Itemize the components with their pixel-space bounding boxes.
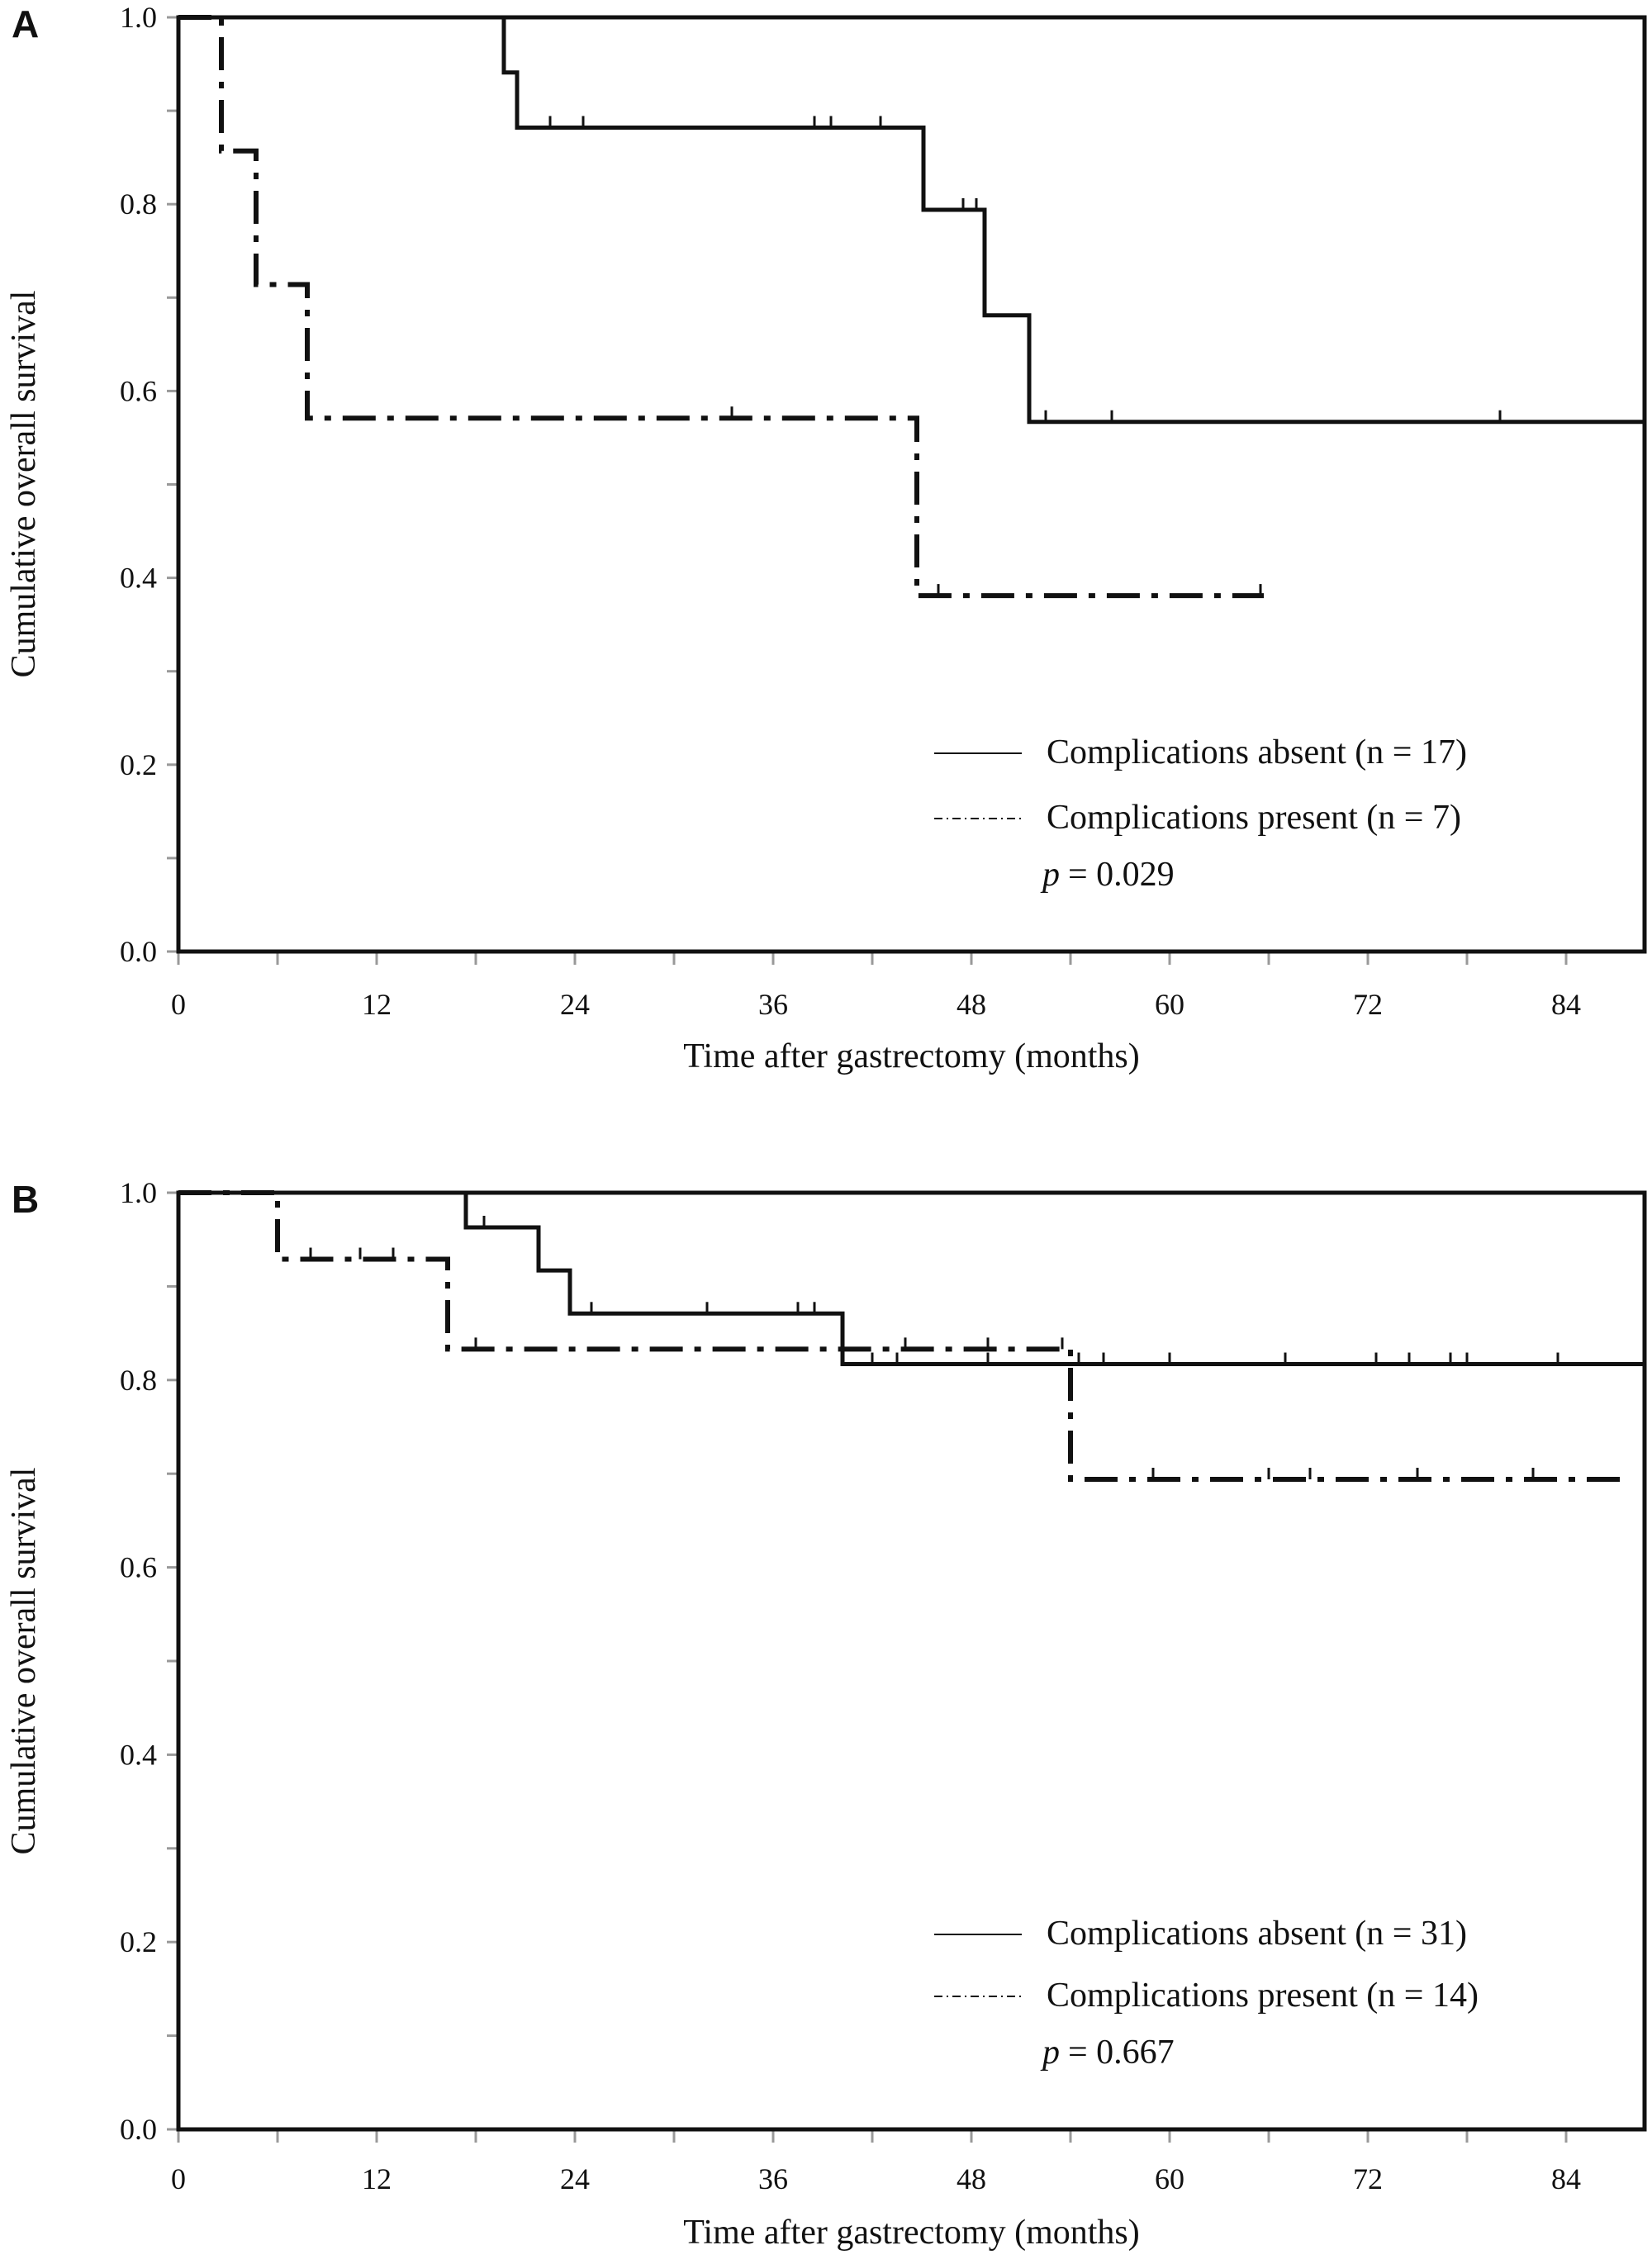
panel-a: A 0.0 0.2 0.4 0.6 0.8 1.0 0 12 24 36 48 60 72 84 Time a…	[5, 1, 1647, 1075]
panel-b: B 0.0 0.2 0.4 0.6 0.8 1.0 0 12 24 36 48 60 72 84 Time a…	[5, 1176, 1647, 2252]
plot-frame	[176, 1190, 1647, 2132]
y-tick-label: 1.0	[120, 1176, 157, 1209]
series-present	[178, 1190, 1624, 1482]
plot-frame	[176, 15, 1647, 954]
legend-label: Complications absent (n = 31)	[1047, 1915, 1467, 1953]
x-axis-label: Time after gastrectomy (months)	[683, 2214, 1140, 2252]
x-tick-label: 24	[560, 2162, 590, 2195]
x-tick-label: 48	[957, 2162, 986, 2195]
y-tick-label: 1.0	[120, 1, 157, 34]
survival-curve	[178, 15, 1645, 425]
y-tick-label: 0.0	[120, 935, 157, 968]
p-label: p	[1040, 2034, 1060, 2072]
y-tick-label: 0.4	[120, 1738, 157, 1771]
x-tick-label: 36	[758, 2162, 788, 2195]
x-tick-label: 84	[1551, 2162, 1581, 2195]
x-tick-label: 72	[1353, 2162, 1383, 2195]
x-tick-label: 0	[171, 2162, 186, 2195]
y-tick-label: 0.0	[120, 2113, 157, 2146]
y-tick-label: 0.6	[120, 1551, 157, 1584]
x-tick-label: 60	[1155, 2162, 1184, 2195]
x-tick-label: 72	[1353, 988, 1383, 1021]
panel-label: A	[12, 2, 39, 45]
y-tick-label: 0.6	[120, 374, 157, 407]
x-tick-label: 0	[171, 988, 186, 1021]
series-absent	[178, 1190, 1645, 1367]
legend-label: Complications present (n = 14)	[1047, 1977, 1479, 2015]
legend-label: Complications present (n = 7)	[1047, 799, 1461, 837]
survival-curve	[178, 1190, 1645, 1367]
survival-curve	[178, 15, 1264, 599]
p-value-text: = 0.667	[1068, 2034, 1175, 2072]
x-tick-label: 48	[957, 988, 986, 1021]
legend-label: Complications absent (n = 17)	[1047, 733, 1467, 771]
p-value-text: = 0.029	[1068, 856, 1175, 894]
x-axis-label: Time after gastrectomy (months)	[683, 1037, 1140, 1075]
x-tick-label: 84	[1551, 988, 1581, 1021]
y-axis-label: Cumulative overall survival	[5, 1468, 43, 1855]
y-tick-label: 0.4	[120, 562, 157, 595]
x-tick-label: 24	[560, 988, 590, 1021]
p-label: p	[1040, 856, 1060, 894]
y-axis-label: Cumulative overall survival	[5, 291, 43, 678]
x-tick-label: 60	[1155, 988, 1184, 1021]
y-tick-label: 0.8	[120, 187, 157, 221]
x-tick-label: 36	[758, 988, 788, 1021]
survival-curve	[178, 1190, 1624, 1482]
p-value: p = 0.667	[1040, 2034, 1175, 2072]
x-tick-label: 12	[362, 988, 392, 1021]
series-present	[178, 15, 1264, 599]
y-tick-label: 0.2	[120, 1925, 157, 1958]
panel-label: B	[12, 1178, 39, 1221]
y-tick-label: 0.8	[120, 1364, 157, 1397]
y-tick-label: 0.2	[120, 748, 157, 781]
p-value: p = 0.029	[1040, 856, 1175, 894]
x-tick-label: 12	[362, 2162, 392, 2195]
series-absent	[178, 15, 1645, 425]
